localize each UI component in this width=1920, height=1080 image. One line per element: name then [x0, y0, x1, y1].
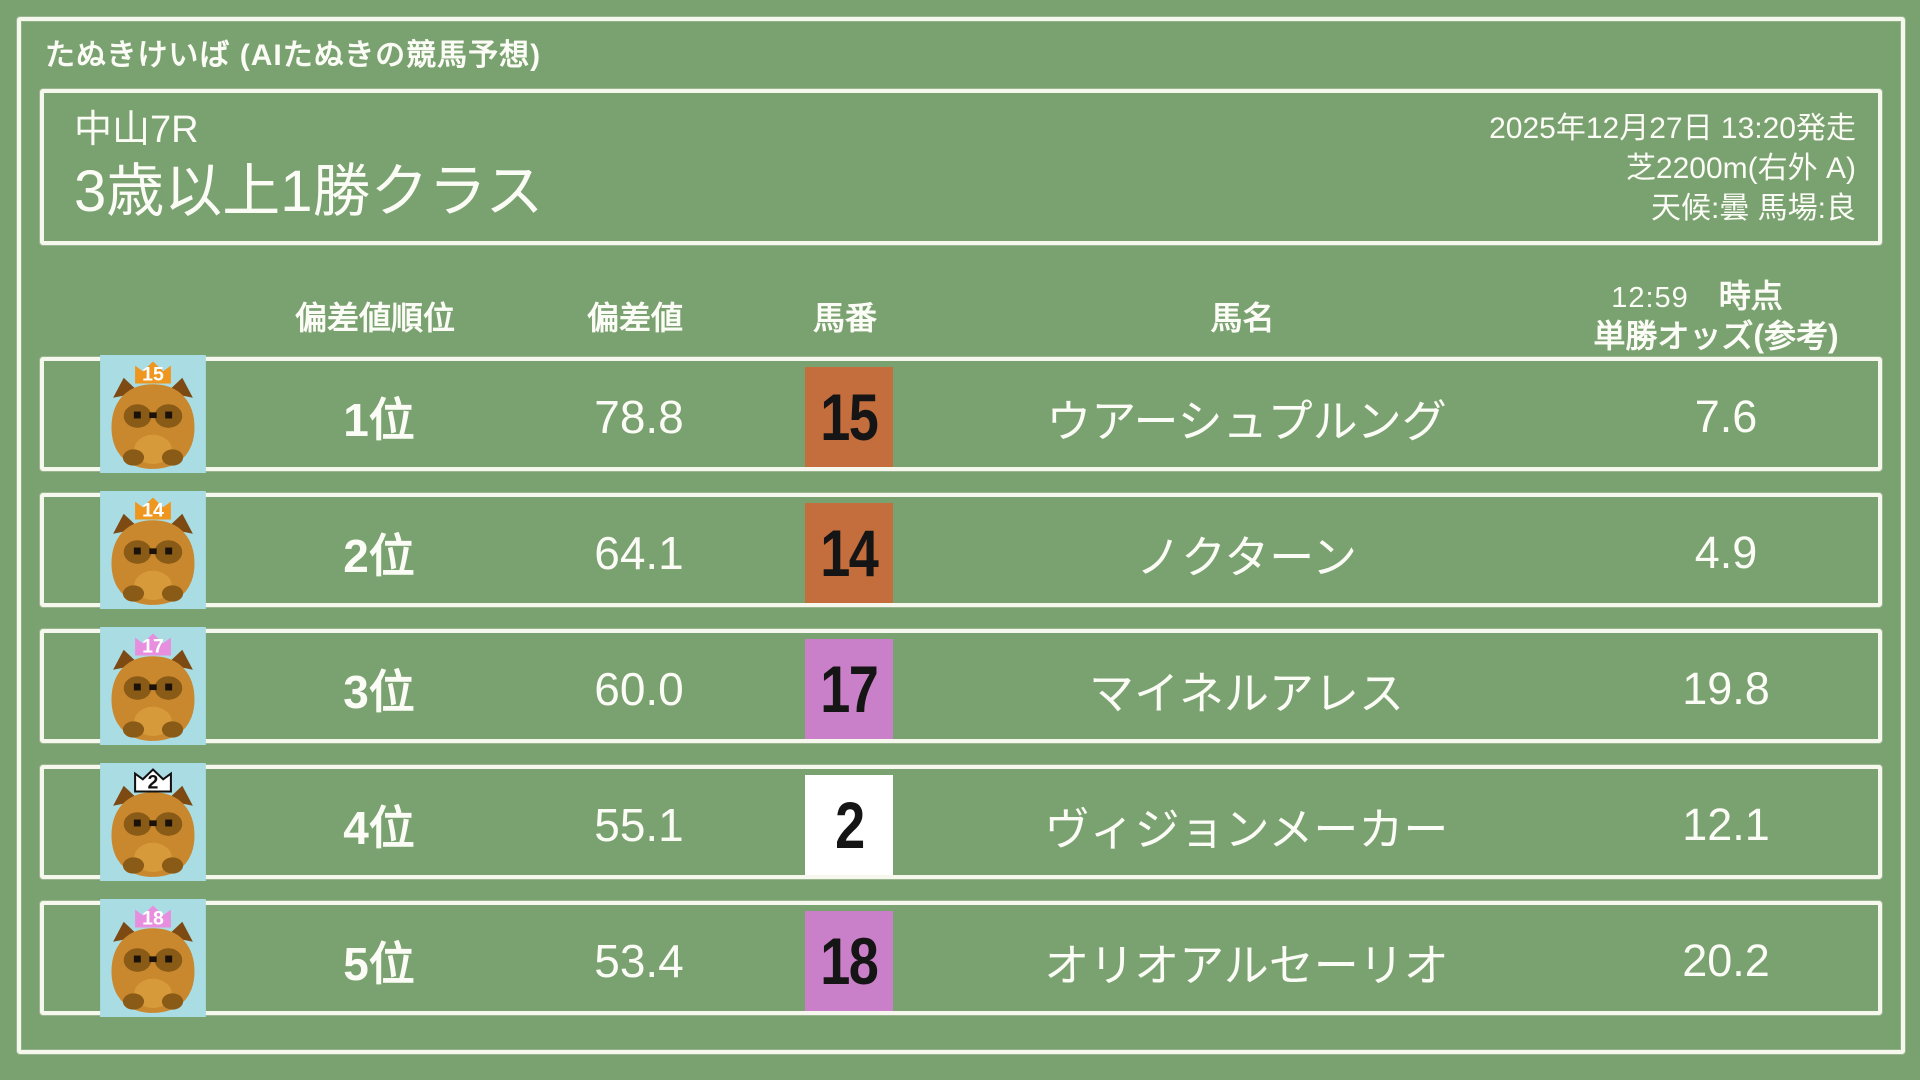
horse-name: オリオアルセーリオ	[1044, 939, 1449, 991]
race-info-left: 中山7R 3歳以上1勝クラス	[74, 105, 543, 227]
outer-chalk-frame: たぬきけいば (AIたぬきの競馬予想) 中山7R 3歳以上1勝クラス 2025年…	[17, 17, 1905, 1054]
crown-number: 18	[142, 908, 164, 930]
horse-number-cell: 15	[779, 367, 919, 467]
rank-value: 4位	[343, 802, 415, 854]
header-odds-label: 単勝オッズ(参考)	[1593, 318, 1839, 354]
tanuki-avatar-icon: 17	[100, 627, 206, 745]
race-info-box: 中山7R 3歳以上1勝クラス 2025年12月27日 13:20発走 芝2200…	[40, 89, 1882, 245]
deviation-value: 60.0	[594, 663, 684, 715]
crown-number: 14	[142, 500, 164, 522]
tanuki-avatar-icon: 18	[100, 899, 206, 1017]
odds-timestamp: 12:59	[1611, 282, 1689, 314]
avatar-cell: 14	[44, 491, 259, 609]
avatar-cell: 18	[44, 899, 259, 1017]
race-track-number: 中山7R	[74, 109, 199, 151]
deviation-value: 55.1	[594, 799, 684, 851]
table-row-5: 18 5位 53.4 18 オリオアルセーリオ 20.2	[40, 899, 1882, 1017]
table-row-4: 2 4位 55.1 2 ヴィジョンメーカー 12.1	[40, 763, 1882, 881]
horse-number: 18	[820, 924, 880, 998]
horse-number-box: 17	[805, 639, 893, 739]
horse-number-cell: 18	[779, 911, 919, 1011]
tanuki-avatar-icon: 14	[100, 491, 206, 609]
rank-value: 3位	[343, 666, 415, 718]
horse-number-cell: 14	[779, 503, 919, 603]
crown-number: 2	[148, 772, 159, 794]
deviation-value: 53.4	[594, 935, 684, 987]
avatar-cell: 15	[44, 355, 259, 473]
crown-number: 17	[142, 636, 164, 658]
horse-number-box: 15	[805, 367, 893, 467]
horse-name: マイネルアレス	[1088, 667, 1404, 719]
race-datetime: 2025年12月27日 13:20発走	[1489, 112, 1856, 145]
crown-icon	[135, 633, 171, 656]
tanuki-avatar-icon: 2	[100, 763, 206, 881]
odds-value: 12.1	[1682, 799, 1770, 850]
race-conditions: 天候:曇 馬場:良	[1650, 192, 1856, 225]
crown-icon	[135, 905, 171, 928]
rank-value: 1位	[343, 394, 415, 446]
horse-name: ノクターン	[1136, 531, 1357, 583]
avatar-cell: 2	[44, 763, 259, 881]
horse-number-box: 2	[805, 775, 893, 875]
horse-number-box: 14	[805, 503, 893, 603]
table-row-2: 14 2位 64.1 14 ノクターン 4.9	[40, 491, 1882, 609]
header-odds-time: 12:59 時点	[1570, 277, 1862, 317]
crown-icon	[135, 497, 171, 520]
race-course: 芝2200m(右外 A)	[1625, 152, 1856, 185]
tanuki-avatar-icon: 15	[100, 355, 206, 473]
odds-value: 20.2	[1682, 935, 1770, 986]
horse-number-box: 18	[805, 911, 893, 1011]
odds-value: 4.9	[1694, 527, 1758, 578]
race-info-right: 2025年12月27日 13:20発走 芝2200m(右外 A) 天候:曇 馬場…	[1489, 105, 1856, 227]
race-name: 3歳以上1勝クラス	[74, 159, 544, 224]
avatar-cell: 17	[44, 627, 259, 745]
odds-value: 19.8	[1682, 663, 1770, 714]
horse-name: ウアーシュプルング	[1046, 395, 1447, 447]
horse-number: 14	[820, 516, 880, 590]
horse-number-cell: 17	[779, 639, 919, 739]
header-odds: 12:59 時点 単勝オッズ(参考)	[1570, 277, 1882, 355]
app-title: たぬきけいば (AIたぬきの競馬予想)	[45, 39, 542, 72]
rank-value: 5位	[343, 938, 415, 990]
horse-number: 17	[820, 652, 880, 726]
horse-number: 15	[820, 380, 880, 454]
header-deviation: 偏差値	[586, 300, 683, 336]
odds-time-suffix: 時点	[1718, 278, 1783, 314]
deviation-value: 78.8	[594, 391, 684, 443]
table-row-3: 17 3位 60.0 17 マイネルアレス 19.8	[40, 627, 1882, 745]
crown-icon	[135, 361, 171, 384]
crown-number: 15	[142, 364, 164, 386]
horse-number-cell: 2	[779, 775, 919, 875]
deviation-value: 64.1	[594, 527, 684, 579]
header-horse-name: 馬名	[1210, 300, 1275, 336]
odds-value: 7.6	[1694, 391, 1758, 442]
table-row-1: 15 1位 78.8 15 ウアーシュプルング 7.6	[40, 355, 1882, 473]
rank-value: 2位	[343, 530, 415, 582]
table-header-row: 偏差値順位 偏差値 馬番 馬名 12:59 時点 単勝オッズ(参考)	[40, 275, 1882, 357]
crown-icon	[134, 768, 172, 793]
horse-number: 2	[834, 788, 865, 862]
horse-name: ヴィジョンメーカー	[1044, 803, 1449, 855]
header-rank: 偏差値順位	[294, 300, 455, 336]
header-horse-number: 馬番	[812, 300, 877, 336]
